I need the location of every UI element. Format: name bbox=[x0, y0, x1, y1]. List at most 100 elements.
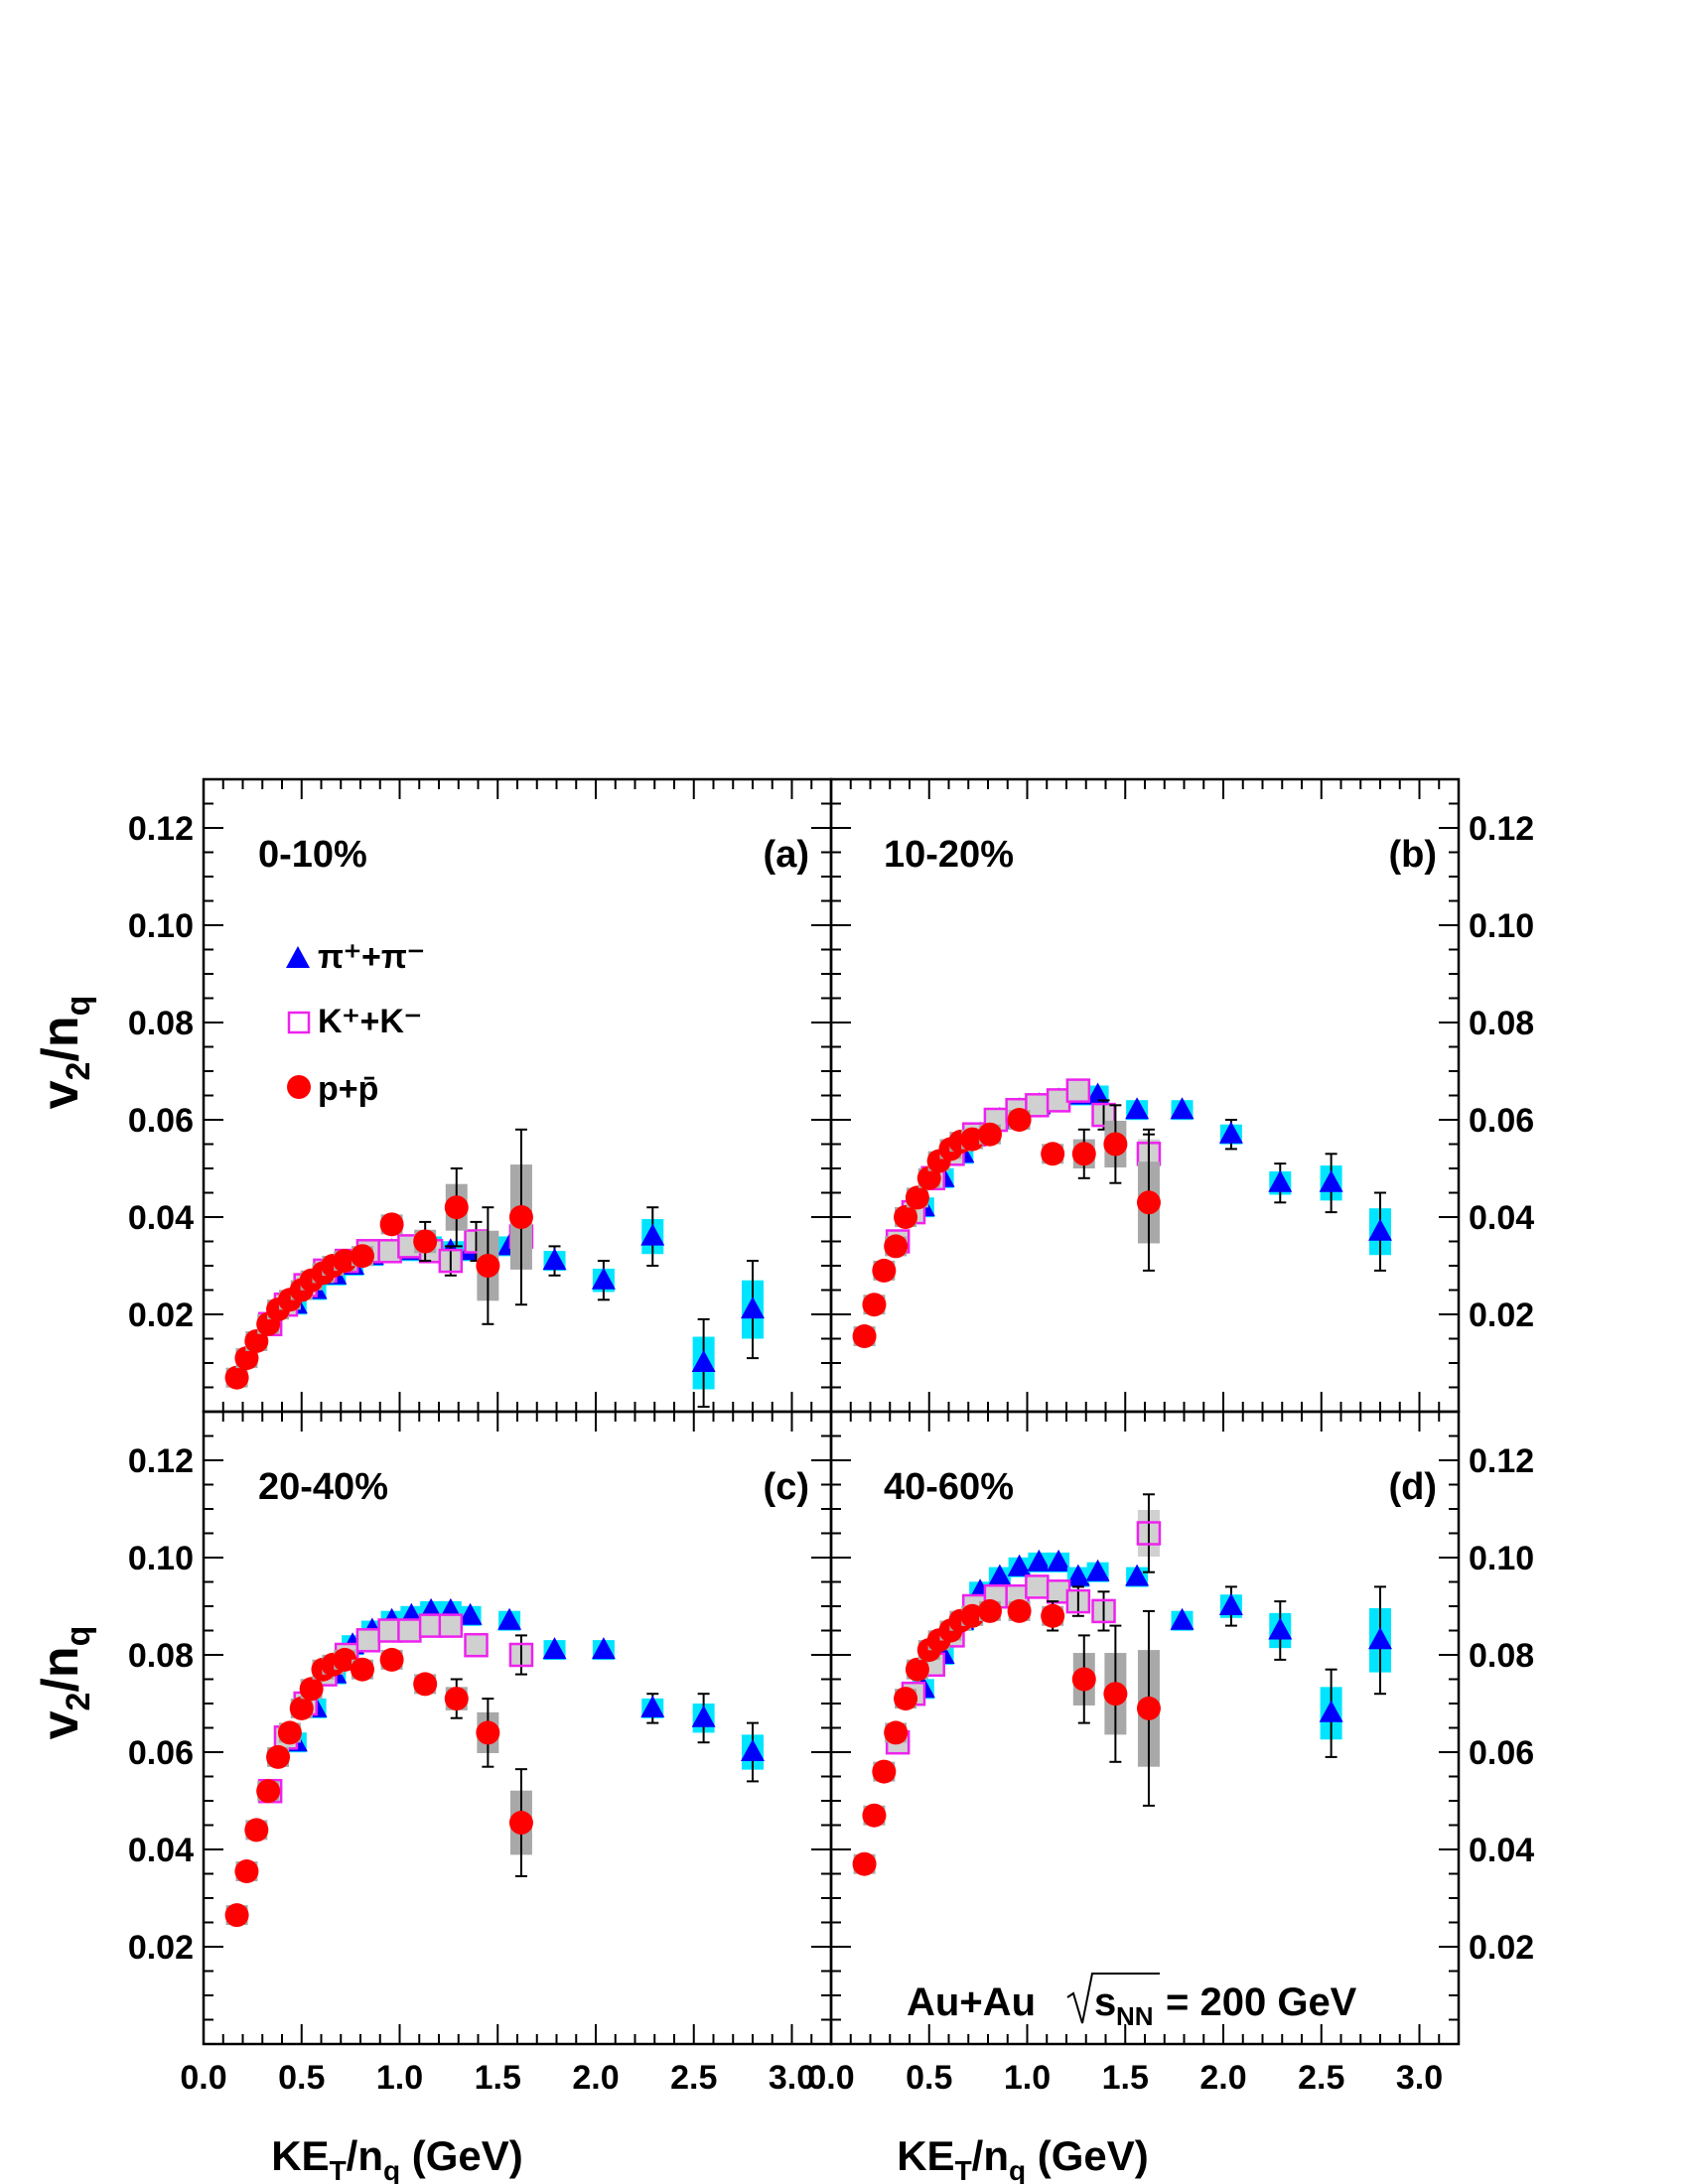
pion-marker bbox=[1170, 1097, 1195, 1120]
proton-marker bbox=[1007, 1108, 1032, 1132]
proton-marker bbox=[884, 1720, 909, 1745]
pion-marker bbox=[1218, 1121, 1243, 1144]
kaon-marker bbox=[508, 1642, 534, 1668]
panel-2: 0.02 0.04 0.06 0.08 0.10 0.12 10-20% (b) bbox=[852, 810, 1534, 1349]
proton-marker bbox=[476, 1720, 500, 1745]
proton-marker bbox=[256, 1779, 281, 1804]
x-tick-label: 2.0 bbox=[1199, 2059, 1246, 2097]
x-tick-label: 2.0 bbox=[572, 2059, 619, 2097]
panel-label: (a) bbox=[764, 834, 809, 876]
kaon-marker bbox=[438, 1613, 464, 1638]
proton-marker bbox=[884, 1234, 909, 1259]
pion-marker bbox=[542, 1637, 567, 1660]
kaon-marker bbox=[1065, 1078, 1091, 1103]
y-tick-label: 0.08 bbox=[128, 1005, 194, 1042]
proton-marker bbox=[379, 1647, 404, 1672]
proton-marker bbox=[1103, 1132, 1128, 1157]
x-axis-title-left: KET/nq (GeV) bbox=[271, 2132, 523, 2184]
proton-marker bbox=[277, 1720, 302, 1745]
pion-marker bbox=[640, 1223, 665, 1246]
legend-label-pion: π⁺+π⁻ bbox=[318, 938, 425, 976]
systematic-band bbox=[398, 1620, 421, 1641]
proton-marker bbox=[333, 1647, 357, 1672]
systematic-band bbox=[1066, 1080, 1089, 1101]
panel-1: 0.02 0.04 0.06 0.08 0.10 0.12 0-10% (a) bbox=[128, 810, 809, 1409]
proton-marker bbox=[1103, 1682, 1128, 1706]
x-axis-title-right: KET/nq (GeV) bbox=[897, 2132, 1149, 2184]
y-tick-label: 0.12 bbox=[128, 1442, 194, 1480]
y-tick-label: 0.12 bbox=[128, 810, 194, 848]
pion-marker bbox=[691, 1705, 716, 1727]
pion-marker bbox=[591, 1267, 616, 1290]
panel-4: 0.0 0.5 1.0 1.5 2.0 2.5 3.0 0.02 0.04 0.06 0.08 0.1… bbox=[807, 1442, 1534, 2097]
pion-marker bbox=[1125, 1564, 1150, 1586]
panel-label: (c) bbox=[764, 1466, 809, 1508]
systematic-band bbox=[356, 1630, 379, 1651]
x-tick-label: 1.5 bbox=[1102, 2059, 1149, 2097]
pion-marker bbox=[1319, 1169, 1343, 1192]
proton-marker bbox=[1136, 1190, 1161, 1215]
proton-marker bbox=[862, 1803, 887, 1828]
legend-square-marker bbox=[287, 1011, 311, 1034]
series-proton bbox=[224, 1128, 533, 1390]
x-tick-label: 0.5 bbox=[278, 2059, 325, 2097]
y-tick-label: 0.04 bbox=[128, 1199, 194, 1237]
proton-marker bbox=[350, 1244, 374, 1269]
pion-marker bbox=[1268, 1617, 1293, 1640]
proton-marker bbox=[1071, 1667, 1096, 1692]
proton-marker bbox=[413, 1672, 438, 1697]
legend-label-kaon: K⁺+K⁻ bbox=[318, 1003, 422, 1040]
pion-marker bbox=[1085, 1082, 1110, 1105]
pion-marker bbox=[1085, 1559, 1110, 1581]
systematic-band bbox=[420, 1615, 443, 1636]
proton-marker bbox=[234, 1859, 259, 1884]
kaon-marker bbox=[438, 1248, 464, 1274]
proton-marker bbox=[224, 1365, 249, 1390]
energy-subscript: NN bbox=[1116, 2001, 1154, 2031]
y-tick-label: 0.04 bbox=[1469, 1199, 1534, 1237]
y-axis-title-top: v2/nq bbox=[32, 996, 97, 1110]
y-tick-label: 0.02 bbox=[128, 1297, 194, 1334]
kaon-marker bbox=[1065, 1588, 1091, 1614]
data-layer bbox=[224, 1597, 765, 1928]
systematic-band bbox=[439, 1615, 462, 1636]
x-tick-label: 0.5 bbox=[906, 2059, 952, 2097]
y-tick-label: 0.06 bbox=[128, 1102, 194, 1140]
y-axis-title-bottom: v2/nq bbox=[32, 1626, 97, 1740]
y-tick-label: 0.06 bbox=[1469, 1734, 1534, 1772]
proton-marker bbox=[1007, 1598, 1032, 1623]
x-tick-label: 1.0 bbox=[376, 2059, 423, 2097]
pion-marker bbox=[987, 1564, 1012, 1586]
pion-marker bbox=[591, 1637, 616, 1660]
pion-marker bbox=[1065, 1564, 1090, 1586]
centrality-label: 0-10% bbox=[258, 834, 367, 876]
series-proton bbox=[224, 1647, 533, 1928]
pion-marker bbox=[542, 1248, 567, 1271]
pion-marker bbox=[1047, 1549, 1071, 1571]
panel-label: (d) bbox=[1388, 1466, 1437, 1508]
legend-triangle-marker bbox=[286, 946, 310, 968]
y-tick-label: 0.04 bbox=[128, 1832, 194, 1869]
pion-marker bbox=[741, 1297, 765, 1319]
systematic-band bbox=[1048, 1581, 1070, 1602]
proton-marker bbox=[905, 1657, 929, 1682]
proton-marker bbox=[244, 1328, 269, 1353]
pion-marker bbox=[1268, 1169, 1293, 1192]
y-tick-label: 0.06 bbox=[128, 1734, 194, 1772]
x-tick-label: 2.5 bbox=[1298, 2059, 1344, 2097]
y-tick-label: 0.10 bbox=[1469, 1540, 1534, 1577]
series-pion bbox=[283, 1597, 765, 1783]
systematic-band bbox=[1048, 1090, 1070, 1111]
proton-marker bbox=[1041, 1142, 1065, 1166]
y-tick-label: 0.06 bbox=[1469, 1102, 1534, 1140]
proton-marker bbox=[379, 1212, 404, 1237]
x-tick-label: 1.5 bbox=[475, 2059, 521, 2097]
y-tick-label: 0.02 bbox=[1469, 1929, 1534, 1967]
system-label: Au+Au s NN = 200 GeV bbox=[907, 1973, 1357, 2031]
proton-marker bbox=[444, 1687, 469, 1711]
pion-marker bbox=[1007, 1554, 1032, 1576]
energy-value: = 200 GeV bbox=[1166, 1980, 1357, 2024]
systematic-band bbox=[1026, 1095, 1049, 1116]
y-tick-label: 0.08 bbox=[1469, 1637, 1534, 1675]
